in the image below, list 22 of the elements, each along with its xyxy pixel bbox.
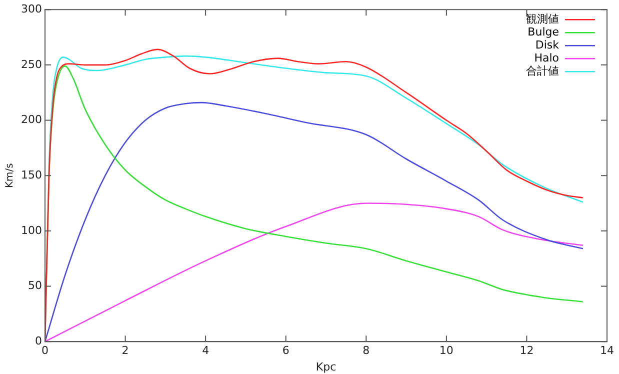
y-tick-label: 100 bbox=[20, 224, 42, 237]
x-tick-label: 6 bbox=[282, 344, 290, 358]
y-tick-label: 200 bbox=[20, 113, 42, 126]
y-tick-label: 250 bbox=[20, 58, 42, 71]
y-tick-label: 50 bbox=[28, 279, 42, 292]
y-tick-label: 300 bbox=[20, 2, 42, 16]
x-axis-title: Kpc bbox=[316, 360, 336, 374]
legend-label: Halo bbox=[534, 51, 560, 64]
x-tick-label: 12 bbox=[520, 344, 534, 358]
x-tick-label: 8 bbox=[362, 344, 370, 358]
y-tick-label: 150 bbox=[20, 168, 42, 182]
x-tick-label: 10 bbox=[439, 344, 454, 358]
line-series bbox=[44, 202, 584, 342]
y-axis-title: Km/s bbox=[4, 163, 16, 188]
legend-label: Bulge bbox=[528, 25, 560, 38]
legend-label: 観測値 bbox=[526, 12, 559, 26]
x-tick-label: 14 bbox=[600, 344, 614, 358]
x-tick-label: 4 bbox=[202, 344, 210, 358]
y-tick-label: 0 bbox=[34, 334, 42, 348]
legend-label: Disk bbox=[535, 38, 560, 52]
legend-label: 合計値 bbox=[526, 64, 559, 78]
x-tick-label: 2 bbox=[122, 344, 129, 358]
